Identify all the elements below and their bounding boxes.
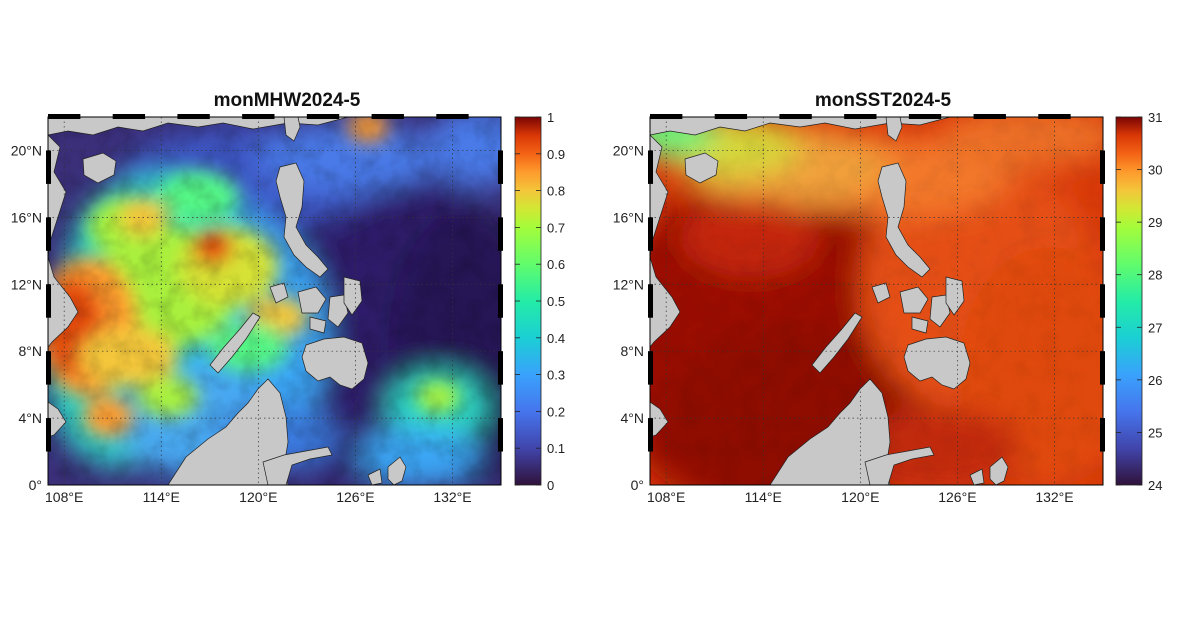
colorbar-label-sst: 31: [1148, 110, 1162, 125]
colorbar-label-sst: 29: [1148, 215, 1162, 230]
frame-segment: [498, 150, 503, 184]
colorbar-label-mhw: 0.8: [547, 184, 565, 199]
frame-segment: [648, 284, 653, 318]
frame-segment: [46, 284, 51, 318]
x-tick-label-mhw: 108°E: [45, 489, 83, 505]
frame-segment: [242, 114, 275, 119]
frame-segment: [46, 217, 51, 251]
y-tick-label-mhw: 20°N: [11, 142, 42, 158]
frame-segment: [498, 351, 503, 385]
colorbar-label-sst: 27: [1148, 320, 1162, 335]
frame-segment: [498, 284, 503, 318]
y-tick-label-sst: 8°N: [621, 343, 645, 359]
y-tick-label-sst: 20°N: [613, 142, 644, 158]
y-tick-label-mhw: 12°N: [11, 276, 42, 292]
frame-segment: [1100, 150, 1105, 184]
frame-segment: [1100, 284, 1105, 318]
x-tick-label-sst: 132°E: [1035, 489, 1073, 505]
frame-segment: [1100, 418, 1105, 452]
map-title-sst: monSST2024-5: [814, 90, 952, 111]
y-tick-label-mhw: 8°N: [19, 343, 43, 359]
y-tick-label-sst: 0°: [631, 477, 644, 493]
x-tick-label-mhw: 114°E: [143, 489, 180, 505]
map-sst: [650, 117, 1103, 485]
frame-segment: [112, 114, 146, 119]
x-tick-label-mhw: 132°E: [433, 489, 471, 505]
frame-segment: [648, 418, 653, 452]
colorbar-label-sst: 25: [1148, 425, 1162, 440]
colorbar-label-mhw: 0.2: [547, 404, 565, 419]
frame-segment: [306, 114, 340, 119]
frame-segment: [1038, 114, 1071, 119]
colorbar-label-mhw: 0: [547, 478, 554, 493]
frame-segment: [648, 217, 653, 251]
map-title-mhw: monMHW2024-5: [213, 90, 361, 111]
y-tick-label-sst: 4°N: [621, 410, 645, 426]
colorbar-label-mhw: 0.7: [547, 220, 565, 235]
x-tick-label-mhw: 120°E: [239, 489, 277, 505]
x-tick-label-mhw: 126°E: [336, 489, 374, 505]
colorbar-label-sst: 24: [1148, 478, 1162, 493]
frame-segment: [46, 351, 51, 385]
y-tick-label-mhw: 0°: [29, 477, 42, 493]
x-tick-label-sst: 108°E: [647, 489, 685, 505]
frame-segment: [908, 114, 942, 119]
frame-segment: [1100, 217, 1105, 251]
frame-segment: [779, 114, 812, 119]
y-tick-label-sst: 16°N: [613, 209, 644, 225]
frame-segment: [498, 418, 503, 452]
map-mhw: [48, 117, 501, 485]
y-tick-label-mhw: 4°N: [19, 410, 43, 426]
x-tick-label-sst: 120°E: [841, 489, 879, 505]
colorbar-label-sst: 28: [1148, 268, 1162, 283]
colorbar-label-sst: 30: [1148, 163, 1162, 178]
frame-segment: [46, 418, 51, 452]
colorbar-sst: [1115, 116, 1143, 486]
frame-segment: [48, 114, 81, 119]
colorbar-label-mhw: 0.1: [547, 441, 565, 456]
x-tick-label-sst: 126°E: [938, 489, 976, 505]
colorbar-label-mhw: 1: [547, 110, 554, 125]
colorbar-label-mhw: 0.3: [547, 368, 565, 383]
colorbar-label-mhw: 0.5: [547, 294, 565, 309]
frame-segment: [177, 114, 210, 119]
frame-segment: [1100, 351, 1105, 385]
colorbar-label-sst: 26: [1148, 373, 1162, 388]
frame-segment: [973, 114, 1006, 119]
colorbar-label-mhw: 0.6: [547, 257, 565, 272]
colorbar-label-mhw: 0.9: [547, 147, 565, 162]
frame-segment: [436, 114, 469, 119]
frame-segment: [498, 217, 503, 251]
frame-segment: [714, 114, 748, 119]
frame-segment: [648, 351, 653, 385]
colorbar-label-mhw: 0.4: [547, 331, 565, 346]
frame-segment: [46, 150, 51, 184]
frame-segment: [844, 114, 877, 119]
frame-segment: [650, 114, 683, 119]
x-tick-label-sst: 114°E: [745, 489, 782, 505]
y-tick-label-sst: 12°N: [613, 276, 644, 292]
frame-segment: [648, 150, 653, 184]
frame-segment: [371, 114, 404, 119]
y-tick-label-mhw: 16°N: [11, 209, 42, 225]
